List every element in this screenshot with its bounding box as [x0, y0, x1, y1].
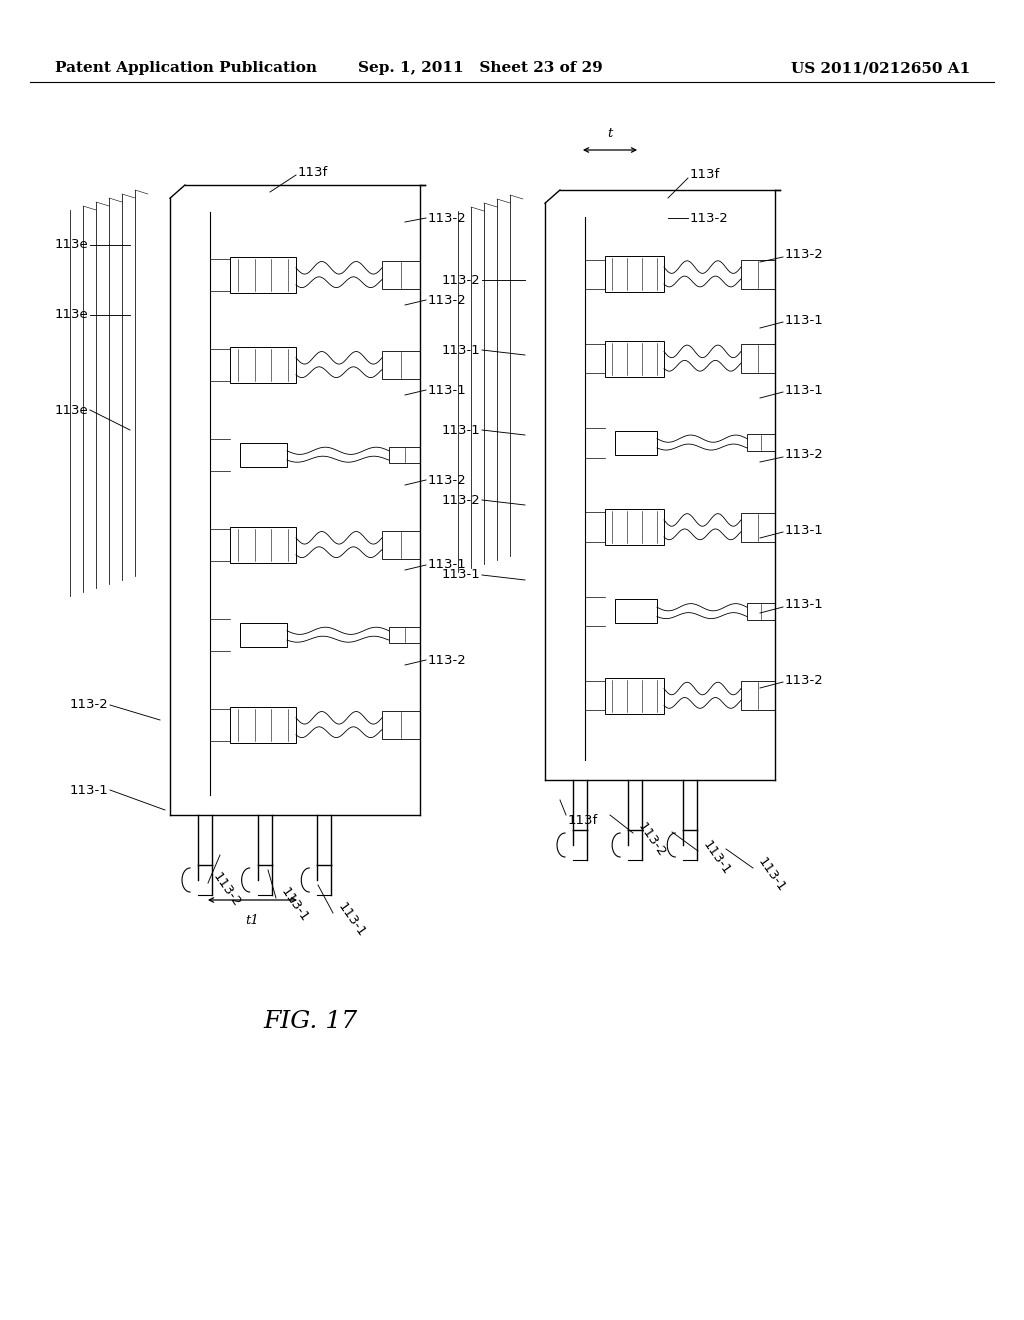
Text: 113-2: 113-2	[428, 211, 467, 224]
Text: 113-1: 113-1	[785, 384, 823, 396]
Text: 113e: 113e	[54, 404, 88, 417]
Text: 113-1: 113-1	[700, 838, 733, 878]
Text: 113-2: 113-2	[785, 248, 823, 261]
Text: 113-1: 113-1	[70, 784, 108, 796]
Text: 113-1: 113-1	[755, 855, 787, 895]
Text: 113f: 113f	[568, 813, 598, 826]
Text: 113-1: 113-1	[335, 900, 368, 940]
Text: 113-2: 113-2	[428, 293, 467, 306]
Text: Sep. 1, 2011   Sheet 23 of 29: Sep. 1, 2011 Sheet 23 of 29	[357, 61, 602, 75]
Text: 113-1: 113-1	[441, 569, 480, 582]
Text: 113-2: 113-2	[70, 698, 108, 711]
Text: 113-2: 113-2	[690, 211, 729, 224]
Text: 113e: 113e	[54, 309, 88, 322]
Text: 113-1: 113-1	[785, 598, 823, 611]
Text: 113-1: 113-1	[428, 558, 467, 572]
Text: 113-1: 113-1	[441, 343, 480, 356]
Text: 113-2: 113-2	[428, 653, 467, 667]
Text: Patent Application Publication: Patent Application Publication	[55, 61, 317, 75]
Text: 113-2: 113-2	[635, 821, 668, 859]
Text: 113-1: 113-1	[785, 524, 823, 536]
Text: 113f: 113f	[298, 165, 329, 178]
Text: 113e: 113e	[54, 239, 88, 252]
Text: 113-2: 113-2	[441, 273, 480, 286]
Text: t: t	[607, 127, 612, 140]
Text: 113-2: 113-2	[785, 449, 823, 462]
Text: 113-1: 113-1	[441, 424, 480, 437]
Text: 113-2: 113-2	[428, 474, 467, 487]
Text: 113-2: 113-2	[785, 673, 823, 686]
Text: FIG. 17: FIG. 17	[263, 1010, 357, 1034]
Text: 113-1: 113-1	[278, 886, 311, 924]
Text: 113f: 113f	[690, 169, 720, 181]
Text: US 2011/0212650 A1: US 2011/0212650 A1	[791, 61, 970, 75]
Text: t1: t1	[246, 913, 259, 927]
Text: 113-2: 113-2	[210, 870, 243, 909]
Text: 113-1: 113-1	[428, 384, 467, 396]
Text: 113-1: 113-1	[785, 314, 823, 326]
Text: 113-2: 113-2	[441, 494, 480, 507]
